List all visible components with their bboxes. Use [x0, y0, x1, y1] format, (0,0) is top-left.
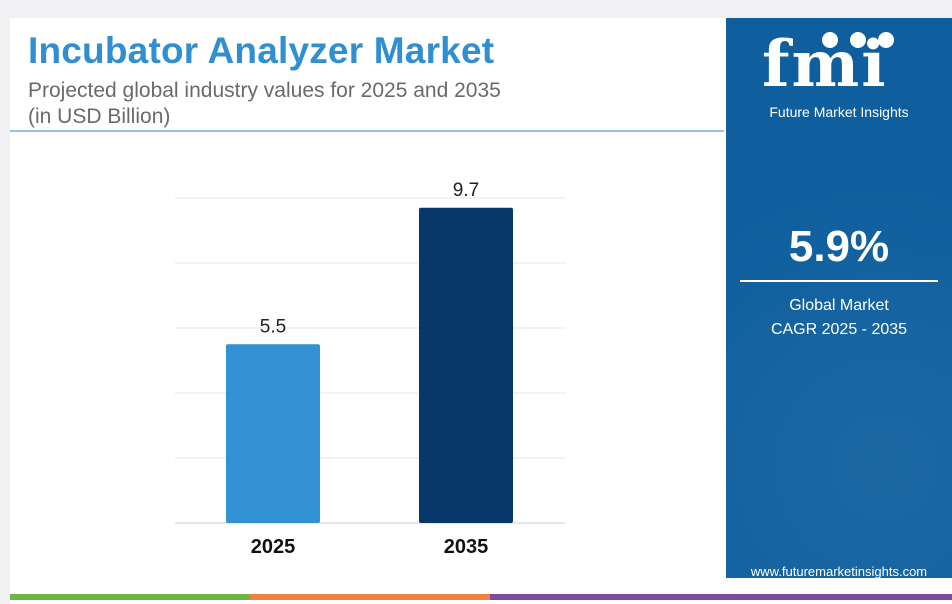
cagr-label-line-2: CAGR 2025 - 2035: [770, 321, 908, 338]
footer-color-strip: [10, 594, 952, 600]
cagr-label: Global Market CAGR 2025 - 2035: [726, 294, 952, 342]
subtitle-line-2: (in USD Billion): [28, 105, 171, 128]
infographic-card: Incubator Analyzer Market Projected glob…: [10, 18, 952, 604]
cagr-value: 5.9%: [788, 222, 890, 271]
footer-segment-green: [10, 594, 250, 600]
website-link[interactable]: www.futuremarketinsights.com: [750, 564, 928, 579]
cagr-divider: [740, 280, 938, 282]
title-divider: [10, 130, 724, 132]
footer-segment-orange: [250, 594, 490, 600]
data-label: 5.5: [260, 316, 286, 337]
footer-segment-purple: [490, 594, 952, 600]
globe-icon: [878, 32, 894, 48]
subtitle-line-1: Projected global industry values for 202…: [28, 79, 501, 102]
bar-chart: 5.5 9.7 2025 2035: [175, 180, 565, 558]
data-label: 9.7: [453, 180, 479, 201]
x-tick-labels: 2025 2035: [251, 536, 489, 558]
globe-icon: [850, 32, 866, 48]
page-title: Incubator Analyzer Market: [28, 30, 495, 71]
cagr-label-line-1: Global Market: [789, 297, 889, 314]
data-labels: 5.5 9.7: [260, 180, 479, 338]
bar-2025: [226, 344, 320, 523]
globe-icon: [822, 32, 838, 48]
brand-panel: fmi Future Market Insights 5.9% Global M…: [726, 18, 952, 579]
bar-2035: [419, 207, 513, 523]
bars: [226, 207, 513, 523]
company-name: Future Market Insights: [769, 104, 909, 120]
x-tick-label: 2025: [251, 536, 296, 558]
page-subtitle: Projected global industry values for 202…: [28, 78, 628, 130]
x-tick-label: 2035: [444, 536, 489, 558]
